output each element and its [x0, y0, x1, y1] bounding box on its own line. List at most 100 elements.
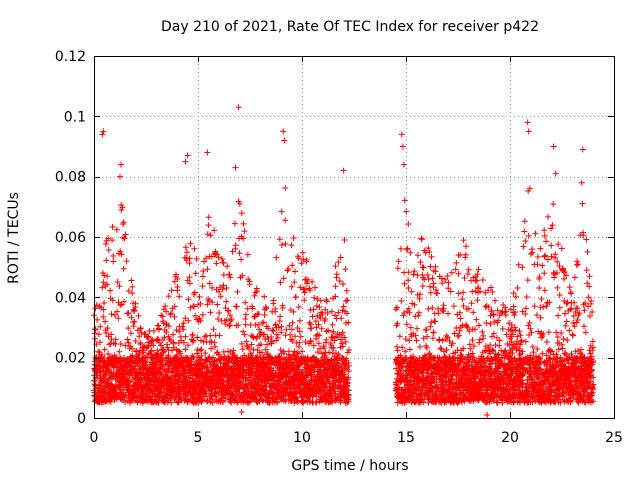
roti-data-point	[289, 262, 296, 269]
roti-data-point	[287, 336, 294, 343]
roti-data-point	[252, 289, 259, 296]
roti-data-point	[185, 317, 192, 324]
roti-data-point	[222, 320, 229, 327]
roti-data-point	[244, 251, 251, 258]
roti-data-point	[120, 219, 127, 226]
roti-data-point	[394, 265, 401, 272]
roti-data-point	[190, 337, 197, 344]
roti-data-point	[323, 336, 330, 343]
roti-data-point	[314, 349, 321, 356]
roti-data-point	[398, 297, 405, 304]
roti-data-point	[199, 311, 206, 318]
roti-data-point	[255, 321, 262, 328]
roti-data-point	[284, 267, 291, 274]
roti-data-point	[109, 297, 116, 304]
roti-data-point	[236, 200, 243, 207]
roti-data-point	[125, 309, 132, 316]
roti-data-point	[148, 347, 155, 354]
roti-data-point	[124, 336, 131, 343]
roti-data-point	[431, 318, 438, 325]
roti-data-point	[236, 389, 243, 396]
roti-data-point	[487, 284, 494, 291]
roti-data-point	[203, 255, 210, 262]
roti-data-point	[187, 240, 194, 247]
roti-data-point	[243, 338, 250, 345]
roti-data-point	[145, 333, 152, 340]
roti-data-point	[98, 354, 105, 361]
roti-data-point	[226, 322, 233, 329]
roti-data-point	[242, 311, 249, 318]
roti-data-point	[296, 339, 303, 346]
roti-data-point	[496, 337, 503, 344]
roti-data-point	[430, 335, 437, 342]
roti-data-point	[230, 347, 237, 354]
roti-data-point	[428, 319, 435, 326]
roti-data-point	[296, 328, 303, 335]
roti-data-point	[306, 319, 313, 326]
roti-data-point	[104, 281, 111, 288]
roti-data-point	[182, 333, 189, 340]
roti-data-point	[304, 361, 311, 368]
roti-data-point	[126, 378, 133, 385]
roti-data-point	[304, 354, 311, 361]
roti-data-point	[317, 314, 324, 321]
roti-data-point	[469, 288, 476, 295]
roti-data-point	[292, 394, 299, 401]
roti-data-point	[315, 340, 322, 347]
roti-data-point	[455, 270, 462, 277]
roti-data-point	[312, 318, 319, 325]
roti-data-point	[207, 232, 214, 239]
roti-data-point	[310, 306, 317, 313]
roti-data-point	[250, 334, 257, 341]
roti-data-point	[223, 316, 230, 323]
roti-data-point	[397, 245, 404, 252]
roti-data-point	[110, 252, 117, 259]
roti-data-point	[492, 297, 499, 304]
roti-data-point	[130, 323, 137, 330]
roti-data-point	[470, 309, 477, 316]
roti-data-point	[135, 312, 142, 319]
roti-data-point	[280, 275, 287, 282]
roti-data-point	[109, 223, 116, 230]
roti-data-point	[278, 241, 285, 248]
roti-data-point	[165, 322, 172, 329]
roti-data-point	[150, 327, 157, 334]
roti-data-point	[473, 316, 480, 323]
roti-data-point	[332, 293, 339, 300]
roti-data-point	[208, 345, 215, 352]
roti-data-point	[429, 305, 436, 312]
roti-data-point	[240, 235, 247, 242]
roti-data-point	[240, 328, 247, 335]
roti-data-point	[180, 326, 187, 333]
roti-data-point	[163, 321, 170, 328]
roti-data-point	[117, 340, 124, 347]
roti-data-point	[395, 258, 402, 265]
roti-data-point	[140, 344, 147, 351]
roti-data-point	[392, 306, 399, 313]
roti-data-point	[118, 251, 125, 258]
roti-data-point	[242, 321, 249, 328]
roti-data-point	[289, 319, 296, 326]
roti-data-point	[199, 273, 206, 280]
roti-data-point	[479, 328, 486, 335]
roti-data-point	[405, 277, 412, 284]
roti-data-point	[92, 326, 99, 333]
roti-data-point	[226, 322, 233, 329]
roti-data-point	[260, 319, 267, 326]
roti-data-point	[251, 292, 258, 299]
roti-data-point	[214, 301, 221, 308]
roti-data-point	[325, 327, 332, 334]
roti-data-point	[278, 329, 285, 336]
roti-data-point	[278, 323, 285, 330]
roti-data-point	[465, 266, 472, 273]
roti-data-point	[456, 327, 463, 334]
roti-data-point	[338, 340, 345, 347]
roti-data-point	[322, 315, 329, 322]
roti-data-point	[270, 297, 277, 304]
roti-data-point	[176, 293, 183, 300]
roti-data-point	[191, 303, 198, 310]
roti-data-point	[445, 279, 452, 286]
roti-data-point	[131, 318, 138, 325]
roti-data-point	[401, 197, 408, 204]
roti-data-point	[277, 356, 284, 363]
